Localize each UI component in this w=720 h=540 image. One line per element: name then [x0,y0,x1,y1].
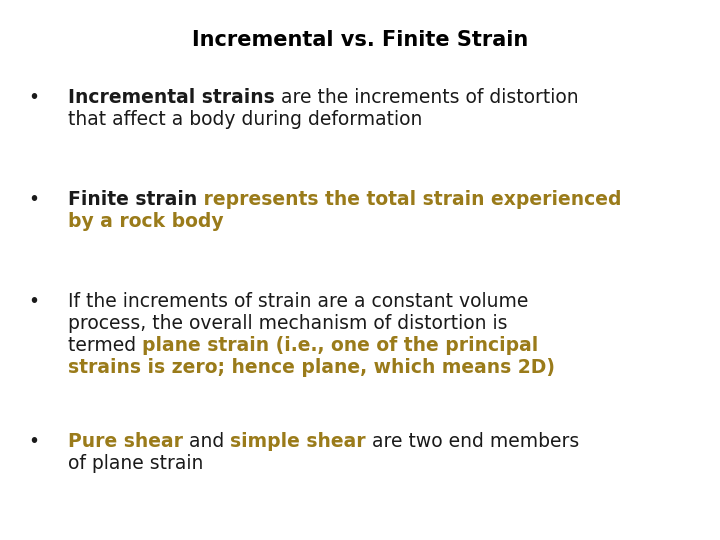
Text: Incremental vs. Finite Strain: Incremental vs. Finite Strain [192,30,528,50]
Text: •: • [28,190,39,209]
Text: process, the overall mechanism of distortion is: process, the overall mechanism of distor… [68,314,508,333]
Text: are two end members: are two end members [366,432,579,451]
Text: that affect a body during deformation: that affect a body during deformation [68,110,423,129]
Text: by a rock body: by a rock body [68,212,224,231]
Text: •: • [28,292,39,311]
Text: •: • [28,432,39,451]
Text: of plane strain: of plane strain [68,454,203,473]
Text: represents the total strain experienced: represents the total strain experienced [197,190,622,209]
Text: are the increments of distortion: are the increments of distortion [275,88,578,107]
Text: Finite strain: Finite strain [68,190,197,209]
Text: simple shear: simple shear [230,432,366,451]
Text: Incremental strains: Incremental strains [68,88,275,107]
Text: plane strain (i.e., one of the principal: plane strain (i.e., one of the principal [142,336,539,355]
Text: and: and [183,432,230,451]
Text: termed: termed [68,336,142,355]
Text: strains is zero; hence plane, which means 2D): strains is zero; hence plane, which mean… [68,358,555,377]
Text: •: • [28,88,39,107]
Text: If the increments of strain are a constant volume: If the increments of strain are a consta… [68,292,528,311]
Text: Pure shear: Pure shear [68,432,183,451]
